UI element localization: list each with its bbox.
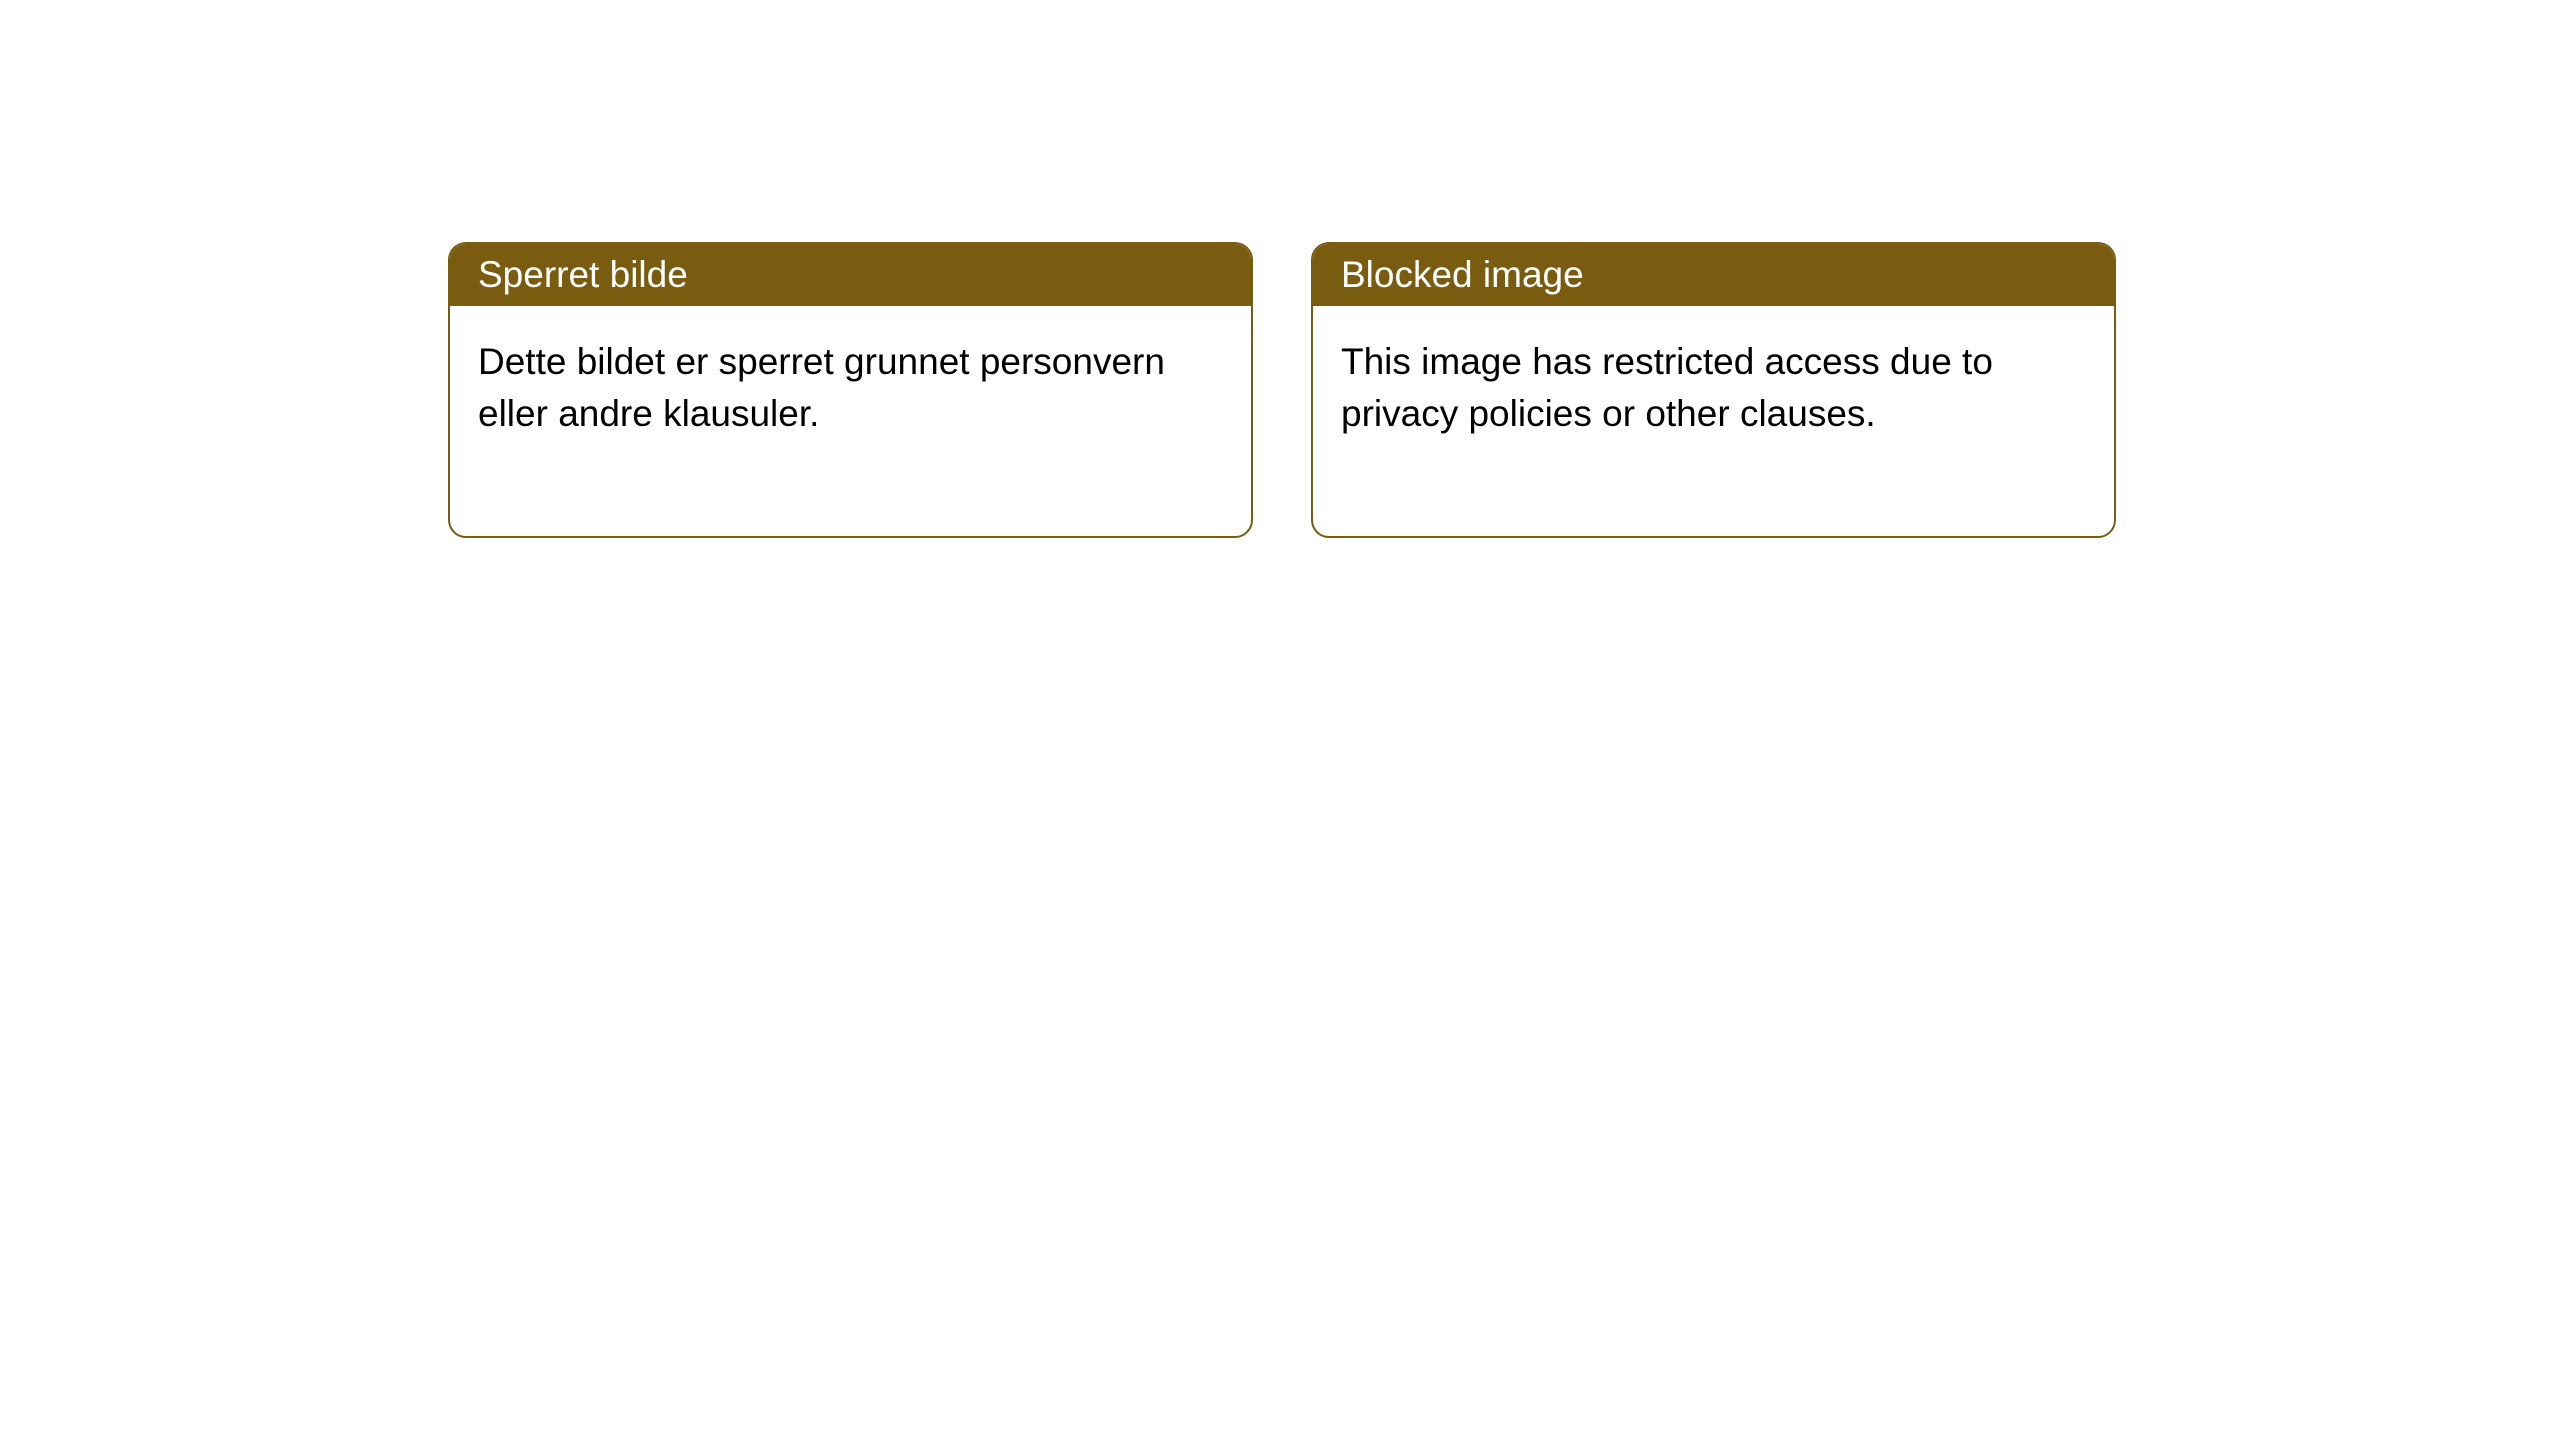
notice-title: Blocked image bbox=[1313, 244, 2114, 306]
notice-card-english: Blocked image This image has restricted … bbox=[1311, 242, 2116, 538]
notice-container: Sperret bilde Dette bildet er sperret gr… bbox=[0, 0, 2560, 538]
notice-title: Sperret bilde bbox=[450, 244, 1251, 306]
notice-body: Dette bildet er sperret grunnet personve… bbox=[450, 306, 1251, 536]
notice-body: This image has restricted access due to … bbox=[1313, 306, 2114, 536]
notice-card-norwegian: Sperret bilde Dette bildet er sperret gr… bbox=[448, 242, 1253, 538]
